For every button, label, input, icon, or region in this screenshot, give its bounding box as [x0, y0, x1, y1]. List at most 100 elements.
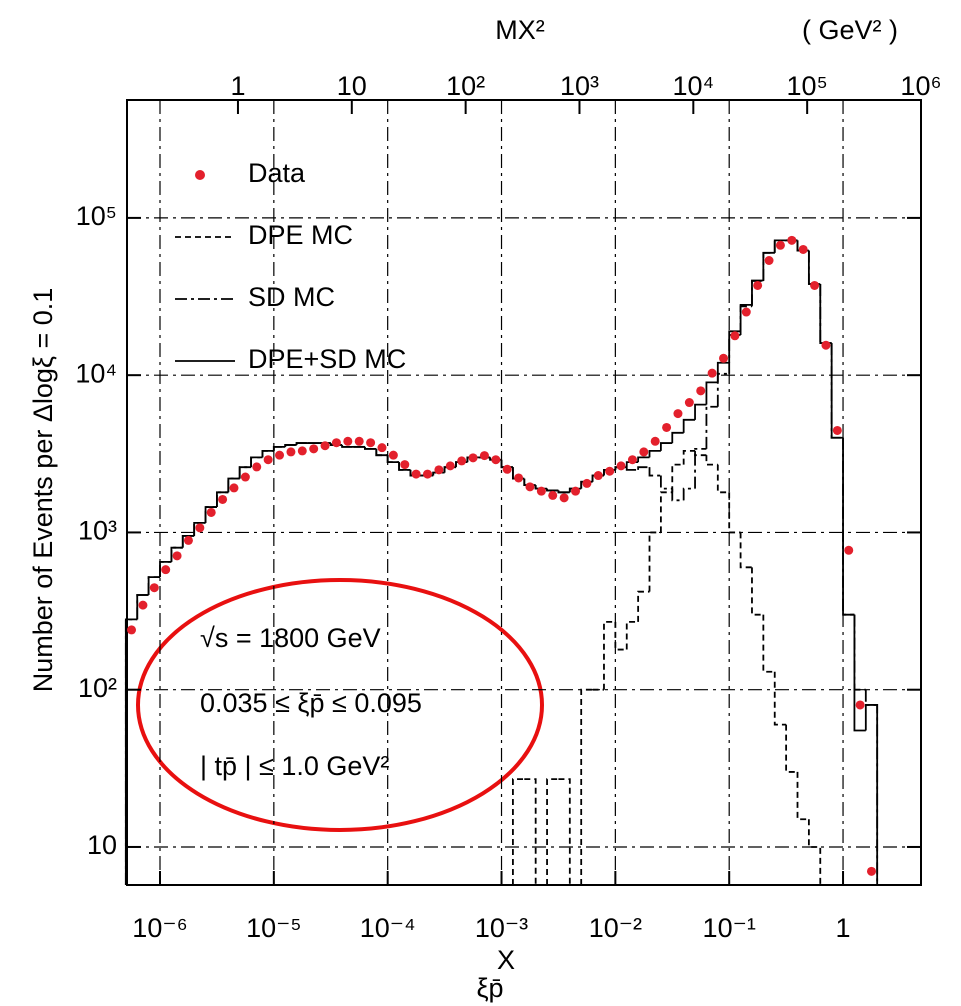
- top-axis-label: MX²: [495, 15, 545, 45]
- histogram-step: [193, 521, 206, 536]
- data-point: [457, 456, 467, 466]
- histogram-step: [705, 381, 718, 405]
- histogram-step: [375, 448, 388, 457]
- data-point: [491, 455, 501, 465]
- x-tick-label: 10⁻⁵: [246, 913, 301, 943]
- histogram-step: [603, 620, 616, 690]
- histogram-step: [648, 531, 661, 592]
- histogram-step: [580, 688, 593, 885]
- data-point: [810, 280, 820, 290]
- histogram-step: [807, 250, 821, 285]
- histogram-step: [170, 546, 183, 562]
- y-tick-label: 10: [87, 830, 117, 860]
- y-tick-label: 10²: [78, 673, 117, 703]
- histogram-step: [659, 442, 673, 451]
- plot-frame: [126, 99, 922, 886]
- highlight-ellipse: [136, 578, 544, 832]
- data-point: [297, 446, 307, 456]
- histogram-step: [204, 506, 217, 523]
- legend-marker: [195, 170, 205, 180]
- y-tick-label: 10⁴: [75, 358, 117, 388]
- histogram-step: [705, 405, 718, 449]
- histogram-step: [796, 771, 809, 821]
- data-point: [320, 441, 330, 451]
- data-point: [423, 469, 433, 479]
- data-point: [775, 240, 785, 250]
- histogram-step: [682, 449, 696, 465]
- histogram-step: [648, 467, 661, 477]
- histogram-step: [853, 614, 866, 732]
- histogram-step: [637, 456, 650, 463]
- data-point: [571, 486, 581, 496]
- x2-tick-label: 1: [230, 71, 245, 101]
- data-point: [127, 625, 137, 635]
- x2-tick-label: 10²: [446, 71, 485, 101]
- histogram-step: [284, 444, 297, 447]
- data-point: [753, 280, 763, 290]
- data-point: [696, 386, 706, 396]
- histogram-step: [364, 446, 377, 450]
- x2-tick-label: 10⁵: [787, 71, 828, 101]
- histogram-step: [181, 535, 195, 548]
- data-point: [468, 453, 478, 463]
- top-axis-unit: ( GeV² ): [802, 15, 898, 45]
- legend-label: DPE+SD MC: [248, 344, 406, 374]
- data-point: [730, 331, 740, 341]
- histogram-step: [524, 778, 537, 885]
- histogram-step: [250, 456, 263, 468]
- histogram-step: [728, 492, 741, 534]
- data-point: [627, 455, 637, 465]
- x-tick-label: 10⁻⁶: [132, 913, 187, 943]
- data-point: [787, 235, 797, 245]
- data-point: [719, 353, 729, 363]
- data-point: [263, 455, 273, 465]
- histogram-step: [637, 590, 650, 622]
- histogram-step: [159, 560, 172, 578]
- data-point: [582, 478, 592, 488]
- annotation: | tp̄ | ≤ 1.0 GeV²: [200, 751, 389, 781]
- data-point: [183, 535, 193, 545]
- data-point: [354, 436, 364, 446]
- histogram-step: [341, 444, 354, 448]
- histogram-step: [398, 462, 411, 471]
- histogram-step: [751, 567, 764, 616]
- histogram-step: [272, 445, 286, 451]
- histogram-step: [773, 239, 787, 253]
- histogram-step: [147, 576, 161, 596]
- data-point: [684, 398, 694, 408]
- data-point: [377, 443, 387, 453]
- data-point: [673, 409, 683, 419]
- histogram-step: [124, 618, 138, 885]
- data-point: [388, 450, 398, 460]
- y-tick-label: 10³: [78, 516, 117, 546]
- histogram-step: [830, 343, 844, 439]
- data-point: [479, 451, 489, 461]
- x-axis-label: ξp̄: [476, 973, 503, 1003]
- histogram-step: [842, 437, 855, 616]
- data-point: [252, 462, 262, 472]
- histogram-step: [625, 467, 639, 471]
- histogram-step: [694, 447, 707, 489]
- histogram-step: [546, 488, 559, 492]
- data-point: [707, 368, 717, 378]
- histogram-step: [557, 490, 570, 494]
- data-point: [525, 482, 535, 492]
- histogram-step: [136, 594, 149, 620]
- histogram-step: [238, 466, 252, 479]
- histogram-step: [739, 303, 752, 332]
- histogram-step: [762, 251, 775, 281]
- histogram-step: [671, 431, 684, 444]
- data-point: [514, 473, 524, 483]
- x-tick-label: 10⁻³: [475, 913, 528, 943]
- data-point: [559, 493, 569, 503]
- histogram-step: [694, 450, 707, 457]
- legend-label: DPE MC: [248, 220, 353, 250]
- histogram-step: [671, 463, 684, 493]
- histogram-step: [682, 487, 696, 501]
- histogram-step: [807, 250, 821, 285]
- data-point: [502, 464, 512, 474]
- data-point: [400, 460, 410, 470]
- data-point: [616, 461, 626, 471]
- histogram-step: [637, 466, 650, 470]
